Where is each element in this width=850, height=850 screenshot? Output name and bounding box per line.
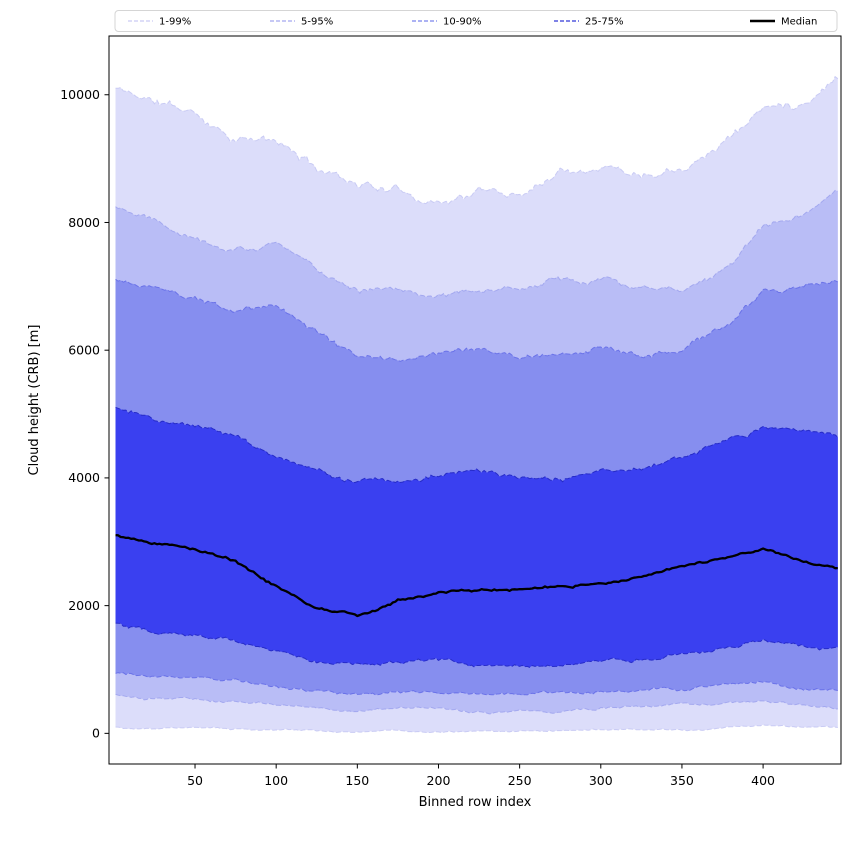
legend-label: 1-99% [159,17,191,28]
band-edge-high-10-90pct [115,278,839,362]
x-tick-label: 350 [670,773,694,788]
y-tick-label: 6000 [68,342,100,357]
x-tick-label: 250 [508,773,532,788]
legend-label: 25-75% [585,17,624,28]
legend-item-25-75pct: 25-75% [554,17,624,28]
legend-item-median: Median [750,17,817,28]
band-edge-low-25-75pct [115,622,838,668]
legend-label: Median [781,17,817,28]
legend-item-1-99pct: 1-99% [128,17,191,28]
legend-item-5-95pct: 5-95% [270,17,333,28]
x-axis: 50 100 150 200 250 300 350 400 [187,764,775,788]
band-edge-high-1-99pct [115,75,839,205]
band-25-75pct [115,407,838,668]
y-tick-label: 8000 [68,215,100,230]
x-axis-label: Binned row index [419,795,532,810]
x-tick-label: 100 [264,773,288,788]
y-tick-label: 4000 [68,470,100,485]
x-tick-label: 150 [345,773,369,788]
x-tick-label: 400 [751,773,775,788]
band-edge-high-25-75pct [115,406,839,484]
y-axis: 0 2000 4000 6000 8000 10000 [60,87,109,741]
plot-area [115,75,839,734]
y-tick-label: 2000 [68,598,100,613]
y-tick-label: 0 [92,726,100,741]
legend-label: 5-95% [301,17,333,28]
x-tick-label: 50 [187,773,203,788]
median-line [115,533,838,618]
x-tick-label: 200 [427,773,451,788]
x-tick-label: 300 [589,773,613,788]
y-tick-label: 10000 [60,87,100,102]
legend-item-10-90pct: 10-90% [412,17,482,28]
legend-box [114,10,838,32]
band-edge-low-10-90pct [115,672,838,696]
band-edge-low-1-99pct [115,724,838,734]
band-edge-high-5-95pct [115,189,838,299]
band-edge-low-5-95pct [115,693,838,715]
legend: 1-99% 5-95% 10-90% 25-75% Median [114,10,838,32]
plot-frame [108,35,842,765]
y-axis-label: Cloud height (CRB) [m] [27,325,42,476]
legend-label: 10-90% [443,17,482,28]
